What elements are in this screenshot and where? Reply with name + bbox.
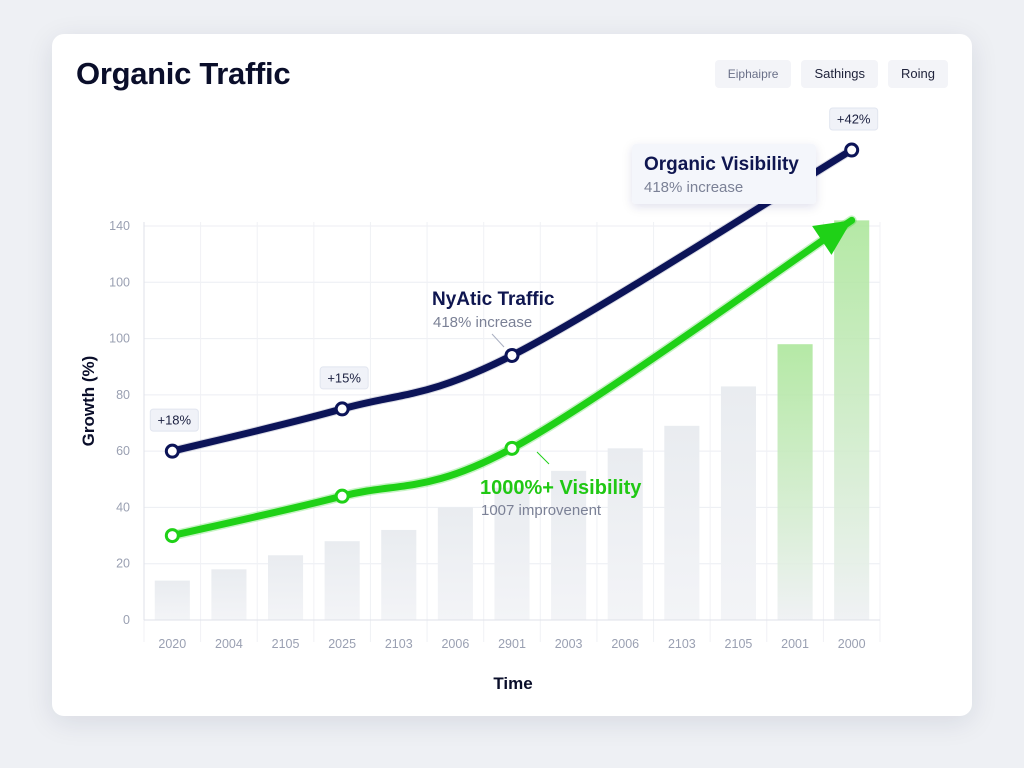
data-point — [334, 401, 350, 417]
y-tick-label: 100 — [109, 332, 130, 346]
settings-button[interactable]: Sathings — [801, 60, 879, 88]
bar-2000 — [834, 220, 870, 620]
annotation-box — [632, 144, 816, 204]
bar-2901 — [494, 487, 530, 620]
annotation-subtitle: 418% increase — [433, 314, 532, 331]
x-tick-label: 2006 — [611, 637, 639, 651]
annotation-subtitle: 418% increase — [644, 179, 743, 196]
roing-button[interactable]: Roing — [888, 60, 948, 88]
x-tick-label: 2004 — [215, 637, 243, 651]
pill-bg — [149, 408, 199, 432]
x-tick-label: 2105 — [725, 637, 753, 651]
y-tick-label: 0 — [123, 613, 130, 627]
x-tick-label: 2105 — [272, 637, 300, 651]
point-label-pill: +42% — [829, 107, 879, 131]
x-tick-label: 2001 — [781, 637, 809, 651]
bar-2003 — [551, 470, 587, 620]
bars — [154, 220, 870, 620]
y-tick-label: 40 — [116, 500, 130, 514]
annotation-visibility: 1000%+ Visibility 1007 improvenent — [480, 451, 642, 519]
x-tick-label: 2006 — [441, 637, 469, 651]
bar-2006 — [437, 507, 473, 620]
data-point — [334, 488, 350, 504]
y-axis-title: Growth (%) — [79, 356, 98, 447]
data-point — [504, 347, 520, 363]
annotation-nyatic-traffic: NyAtic Traffic 418% increase — [432, 289, 555, 348]
axes: 0 20 40 60 80 100 100 140 2020 2004 2105 2025 2103 20… — [109, 219, 880, 651]
pill-label: +15% — [327, 370, 361, 385]
bar-2004 — [211, 569, 247, 620]
point-label-pill: +15% — [319, 366, 369, 390]
y-tick-label: 60 — [116, 444, 130, 458]
chart-card: Organic Traffic Eiphaipre Sathings Roing… — [52, 34, 972, 716]
y-tick-label: 80 — [116, 388, 130, 402]
bar-2006 — [607, 448, 643, 620]
data-point — [844, 142, 860, 158]
header-actions: Eiphaipre Sathings Roing — [714, 60, 948, 88]
y-tick-label: 100 — [109, 275, 130, 289]
data-point — [504, 440, 520, 456]
annotation-title: 1000%+ Visibility — [480, 477, 642, 499]
y-tick-label: 140 — [109, 219, 130, 233]
annotation-title: Organic Visibility — [644, 154, 799, 175]
bar-2105 — [720, 386, 757, 620]
pill-label: +18% — [157, 413, 191, 428]
x-tick-label: 2103 — [385, 637, 413, 651]
bar-2103 — [381, 529, 417, 620]
x-tick-label: 2901 — [498, 637, 526, 651]
x-axis-title: Time — [493, 674, 532, 693]
series-line-organic-visibility — [168, 146, 856, 455]
annotation-leader — [536, 451, 550, 465]
page-title: Organic Traffic — [76, 56, 291, 91]
growth-chart: 0 20 40 60 80 100 100 140 2020 2004 2105 2025 2103 20… — [79, 107, 881, 693]
eiphaipre-button[interactable]: Eiphaipre — [714, 60, 792, 88]
pill-label: +42% — [837, 112, 871, 127]
bar-2105 — [267, 555, 304, 620]
annotation-organic-visibility: Organic Visibility 418% increase — [632, 144, 816, 204]
pill-bg — [829, 107, 879, 131]
annotation-leader — [491, 333, 505, 348]
annotation-subtitle: 1007 improvenent — [481, 502, 602, 519]
series-line-visibility — [168, 216, 856, 540]
x-tick-label: 2103 — [668, 637, 696, 651]
x-tick-label: 2003 — [555, 637, 583, 651]
arrow-head — [812, 220, 852, 255]
bar-2025 — [324, 541, 360, 620]
annotations: +18% +15% +42% Organic Visibility 418% incre… — [149, 107, 879, 519]
y-tick-label: 20 — [116, 557, 130, 571]
bar-2103 — [664, 425, 700, 620]
pill-bg — [319, 366, 369, 390]
bar-2020 — [154, 580, 190, 620]
bar-2001 — [777, 344, 813, 620]
x-tick-label: 2020 — [158, 637, 186, 651]
point-label-pill: +18% — [149, 408, 199, 432]
annotation-title: NyAtic Traffic — [432, 289, 555, 310]
data-point — [164, 528, 180, 544]
data-point — [164, 443, 180, 459]
x-tick-label: 2025 — [328, 637, 356, 651]
series-lines — [164, 142, 860, 544]
x-tick-label: 2000 — [838, 637, 866, 651]
